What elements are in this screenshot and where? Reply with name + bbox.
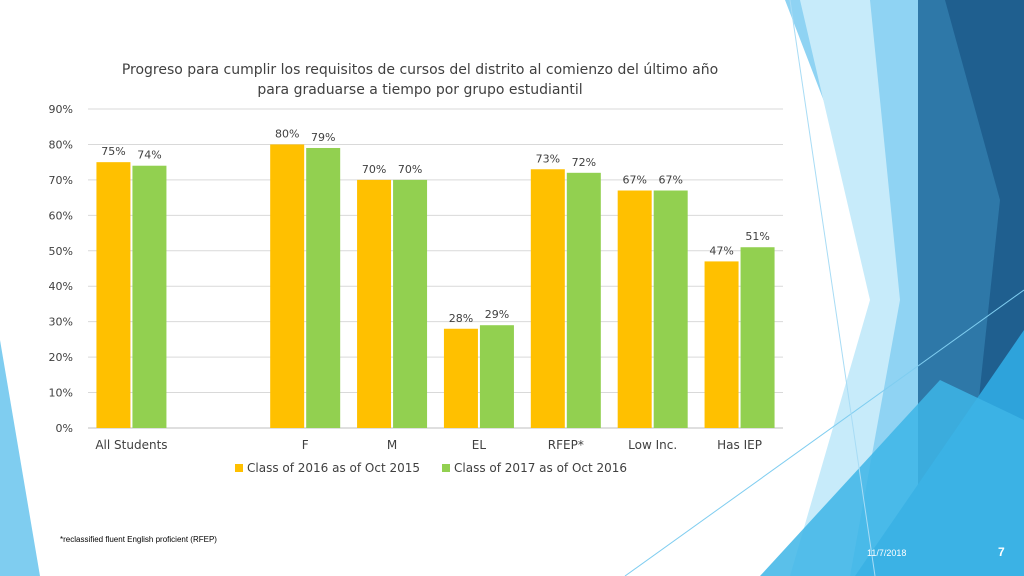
light-blue-panel [785, 0, 918, 576]
chart-legend: Class of 2016 as of Oct 2015 Class of 20… [235, 461, 627, 475]
data-label: 74% [137, 149, 161, 162]
legend-label-2017: Class of 2017 as of Oct 2016 [454, 461, 628, 475]
x-tick-label: F [302, 438, 309, 452]
x-tick-label: Low Inc. [628, 438, 677, 452]
data-label: 75% [101, 145, 125, 158]
bar-2017 [132, 165, 167, 428]
left-blue-sliver [0, 340, 40, 576]
y-tick-label: 60% [49, 209, 73, 222]
bar-2017 [653, 190, 688, 428]
bar-2016 [357, 179, 392, 428]
y-tick-label: 80% [49, 138, 73, 151]
thin-diagonal-line-2 [789, 0, 876, 576]
y-tick-label: 40% [49, 280, 73, 293]
data-label: 47% [709, 244, 733, 257]
legend-swatch-2017 [442, 464, 451, 472]
bar-2017 [479, 325, 514, 428]
slide-number: 7 [998, 545, 1005, 559]
chart-title-line-2: para graduarse a tiempo por grupo estudi… [257, 82, 583, 98]
y-tick-label: 50% [49, 245, 73, 258]
x-tick-label: Has IEP [717, 438, 762, 452]
sky-blue-panel [760, 380, 1024, 576]
bar-2017 [393, 179, 428, 428]
bar-2016 [704, 261, 739, 428]
x-tick-label: M [387, 438, 397, 452]
bar-2017 [740, 247, 775, 428]
bar-2016 [617, 190, 652, 428]
legend-swatch-2016 [235, 464, 243, 472]
chart-title-line-1: Progreso para cumplir los requisitos de … [121, 62, 719, 78]
bars [96, 144, 775, 428]
bar-2017 [306, 147, 341, 428]
data-label: 51% [745, 230, 769, 243]
legend-label-2016: Class of 2016 as of Oct 2015 [247, 461, 421, 475]
data-label: 28% [449, 312, 473, 325]
y-axis-ticks: 0% 10% 20% 30% 40% 50% 60% 70% 80% 90% [49, 103, 73, 435]
x-tick-label: All Students [95, 438, 167, 452]
bar-2017 [566, 172, 601, 428]
x-tick-label: EL [472, 438, 487, 452]
bar-2016 [443, 328, 478, 428]
bar-2016 [530, 169, 565, 428]
data-label: 72% [572, 156, 596, 169]
data-labels: 75% 74% 80% 79% 70% 70% 28% 29% 73% 72% 67% 67% 47% 5… [101, 127, 770, 324]
thin-diagonal-line [624, 289, 1024, 576]
y-tick-label: 0% [56, 422, 73, 435]
y-tick-label: 70% [49, 174, 73, 187]
y-tick-label: 20% [49, 351, 73, 364]
bar-2016 [270, 144, 305, 428]
data-label: 70% [398, 163, 422, 176]
x-tick-label: RFEP* [548, 438, 584, 452]
footnote: *reclassified fluent English proficient … [60, 535, 217, 544]
slide-date: 11/7/2018 [867, 548, 907, 558]
y-tick-label: 90% [49, 103, 73, 116]
data-label: 73% [536, 152, 560, 165]
data-label: 67% [658, 174, 682, 187]
data-label: 29% [485, 308, 509, 321]
legend-item-2017: Class of 2017 as of Oct 2016 [442, 461, 627, 475]
x-axis-ticks: All Students F M EL RFEP* Low Inc. Has IEP [95, 438, 762, 452]
data-label: 70% [362, 163, 386, 176]
chart-title: Progreso para cumplir los requisitos de … [80, 60, 760, 100]
data-label: 79% [311, 131, 335, 144]
legend-item-2016: Class of 2016 as of Oct 2015 [235, 461, 420, 475]
y-tick-label: 10% [49, 387, 73, 400]
pale-blue-panel [790, 0, 900, 576]
y-tick-label: 30% [49, 316, 73, 329]
data-label: 67% [622, 174, 646, 187]
data-label: 80% [275, 127, 299, 140]
bar-2016 [96, 162, 131, 428]
